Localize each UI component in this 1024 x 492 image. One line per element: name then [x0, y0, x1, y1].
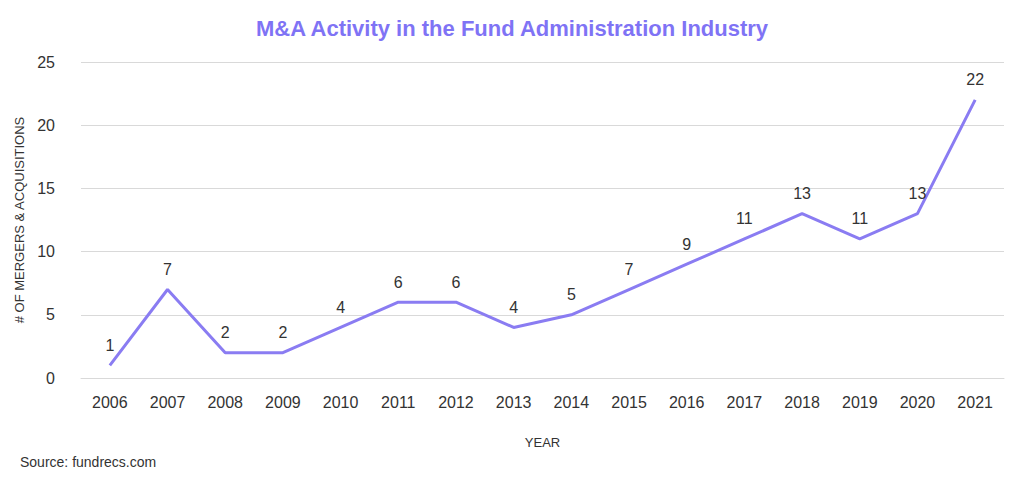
svg-text:2016: 2016	[669, 394, 705, 411]
svg-text:2010: 2010	[323, 394, 359, 411]
svg-text:2006: 2006	[92, 394, 128, 411]
svg-text:2020: 2020	[900, 394, 936, 411]
svg-text:5: 5	[567, 286, 576, 303]
svg-text:2011: 2011	[381, 394, 416, 411]
svg-text:2007: 2007	[150, 394, 186, 411]
svg-text:25: 25	[37, 54, 55, 71]
svg-text:6: 6	[394, 274, 403, 291]
svg-text:7: 7	[625, 261, 634, 278]
svg-text:YEAR: YEAR	[525, 435, 560, 450]
svg-text:2017: 2017	[727, 394, 763, 411]
svg-text:2014: 2014	[554, 394, 590, 411]
svg-text:10: 10	[37, 243, 55, 260]
svg-text:0: 0	[46, 370, 55, 387]
svg-text:2018: 2018	[784, 394, 820, 411]
svg-text:2019: 2019	[842, 394, 878, 411]
svg-text:2: 2	[221, 324, 230, 341]
svg-text:11: 11	[851, 210, 868, 227]
svg-text:13: 13	[793, 185, 811, 202]
svg-text:2021: 2021	[957, 394, 993, 411]
svg-text:# OF MERGERS & ACQUISITIONS: # OF MERGERS & ACQUISITIONS	[12, 116, 27, 323]
svg-text:5: 5	[46, 306, 55, 323]
svg-text:2013: 2013	[496, 394, 532, 411]
svg-text:20: 20	[37, 117, 55, 134]
svg-text:2009: 2009	[265, 394, 301, 411]
svg-text:2008: 2008	[207, 394, 243, 411]
svg-text:Source: fundrecs.com: Source: fundrecs.com	[20, 454, 156, 470]
svg-text:11: 11	[736, 210, 753, 227]
svg-text:M&A Activity in the Fund Admin: M&A Activity in the Fund Administration …	[256, 16, 769, 41]
svg-text:15: 15	[37, 180, 55, 197]
svg-text:22: 22	[966, 71, 984, 88]
svg-text:4: 4	[336, 299, 345, 316]
svg-text:2012: 2012	[438, 394, 474, 411]
svg-text:2: 2	[278, 324, 287, 341]
svg-text:13: 13	[909, 185, 927, 202]
svg-text:1: 1	[105, 337, 114, 354]
svg-text:9: 9	[682, 236, 691, 253]
svg-text:6: 6	[452, 274, 461, 291]
svg-text:4: 4	[509, 299, 518, 316]
svg-text:7: 7	[163, 261, 172, 278]
svg-text:2015: 2015	[611, 394, 647, 411]
